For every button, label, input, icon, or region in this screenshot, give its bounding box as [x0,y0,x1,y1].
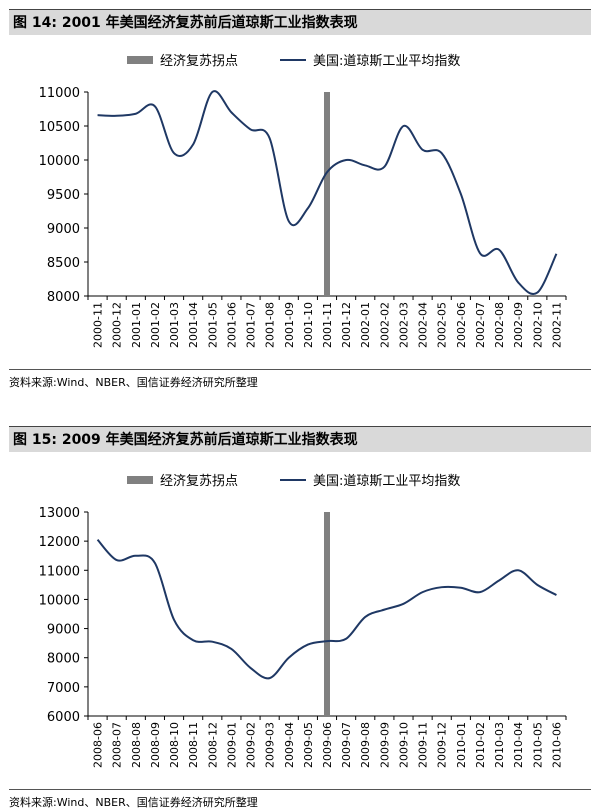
x-tick-label: 2002-10 [531,302,544,348]
x-tick-label: 2002-06 [455,302,468,348]
chart2-svg: 经济复苏拐点 美国:道琼斯工业平均指数 6000 7000 8000 9000 10000 1… [39,473,567,768]
x-tick-label: 2002-01 [359,302,372,348]
x-tick-label: 2008-07 [111,722,124,768]
x-tick-label: 2008-08 [130,722,143,768]
x-tick-label: 2010-01 [455,722,468,768]
x-tick-label: 2010-05 [531,722,544,768]
legend: 经济复苏拐点 美国:道琼斯工业平均指数 [127,53,460,69]
x-tick-label: 2001-02 [149,302,162,348]
x-tick-label: 2001-05 [206,302,219,348]
x-tick-label: 2001-08 [264,302,277,348]
y-tick-label: 8000 [47,652,80,667]
x-tick-label: 2002-09 [512,302,525,348]
y-tick-label: 9000 [47,222,80,237]
x-tick-label: 2010-04 [512,722,525,768]
turning-point-bar [324,512,330,716]
x-tick-label: 2010-06 [550,722,563,768]
y-tick-label: 10500 [39,120,80,135]
x-tick-label: 2009-01 [225,722,238,768]
legend: 经济复苏拐点 美国:道琼斯工业平均指数 [127,473,460,489]
x-tick-label: 2008-09 [149,722,162,768]
x-tick-label: 2002-02 [378,302,391,348]
chart2-title: 图 15: 2009 年美国经济复苏前后道琼斯工业指数表现 [9,426,591,452]
x-tick-label: 2009-05 [302,722,315,768]
y-tick-label: 9500 [47,188,80,203]
x-tick-label: 2009-07 [340,722,353,768]
y-tick-label: 12000 [39,535,80,550]
x-tick-label: 2002-07 [474,302,487,348]
chart1-source: 资料来源:Wind、NBER、国信证券经济研究所整理 [9,369,591,390]
x-tick-label: 2009-04 [283,722,296,768]
x-tick-label: 2002-08 [493,302,506,348]
x-tick-label: 2001-09 [283,302,296,348]
x-tick-label: 2000-11 [92,302,105,348]
x-tick-label: 2009-10 [397,722,410,768]
x-tick-label: 2009-08 [359,722,372,768]
x-tick-label: 2002-05 [436,302,449,348]
y-tick-label: 11000 [39,564,80,579]
legend-series-label: 美国:道琼斯工业平均指数 [313,474,460,489]
x-tick-label: 2001-01 [130,302,143,348]
y-tick-label: 10000 [39,593,80,608]
legend-series-label: 美国:道琼斯工业平均指数 [313,54,460,69]
x-tick-label: 2010-03 [493,722,506,768]
x-tick-label: 2001-11 [321,302,334,348]
chart1-title: 图 14: 2001 年美国经济复苏前后道琼斯工业指数表现 [9,9,591,35]
legend-turning-swatch [127,56,153,64]
chart2-source: 资料来源:Wind、NBER、国信证券经济研究所整理 [9,789,591,810]
x-tick-label: 2001-07 [245,302,258,348]
x-tick-label: 2009-02 [245,722,258,768]
y-tick-label: 10000 [39,154,80,169]
x-tick-label: 2009-11 [417,722,430,768]
x-tick-label: 2000-12 [111,302,124,348]
x-tick-label: 2009-12 [436,722,449,768]
y-tick-label: 6000 [47,710,80,725]
x-tick-label: 2002-11 [550,302,563,348]
y-tick-label: 8000 [47,290,80,305]
x-tick-label: 2008-11 [187,722,200,768]
x-tick-label: 2001-04 [187,302,200,348]
y-tick-label: 11000 [39,86,80,101]
legend-turning-label: 经济复苏拐点 [160,53,238,69]
turning-point-bar [324,92,330,296]
x-tick-label: 2002-03 [397,302,410,348]
x-tick-label: 2001-06 [225,302,238,348]
chart1-svg: 经济复苏拐点 美国:道琼斯工业平均指数 8000 8500 9000 9500 10000 1… [39,53,567,348]
x-tick-label: 2009-09 [378,722,391,768]
x-tick-label: 2008-12 [206,722,219,768]
x-tick-label: 2008-10 [168,722,181,768]
x-tick-label: 2001-12 [340,302,353,348]
legend-turning-label: 经济复苏拐点 [160,473,238,489]
x-tick-label: 2009-03 [264,722,277,768]
x-tick-label: 2001-10 [302,302,315,348]
legend-turning-swatch [127,476,153,484]
y-tick-label: 9000 [47,623,80,638]
y-tick-label: 13000 [39,506,80,521]
y-tick-label: 7000 [47,681,80,696]
y-tick-label: 8500 [47,256,80,271]
x-tick-label: 2008-06 [92,722,105,768]
x-tick-label: 2002-04 [417,302,430,348]
x-tick-label: 2010-02 [474,722,487,768]
x-tick-label: 2009-06 [321,722,334,768]
x-tick-label: 2001-03 [168,302,181,348]
